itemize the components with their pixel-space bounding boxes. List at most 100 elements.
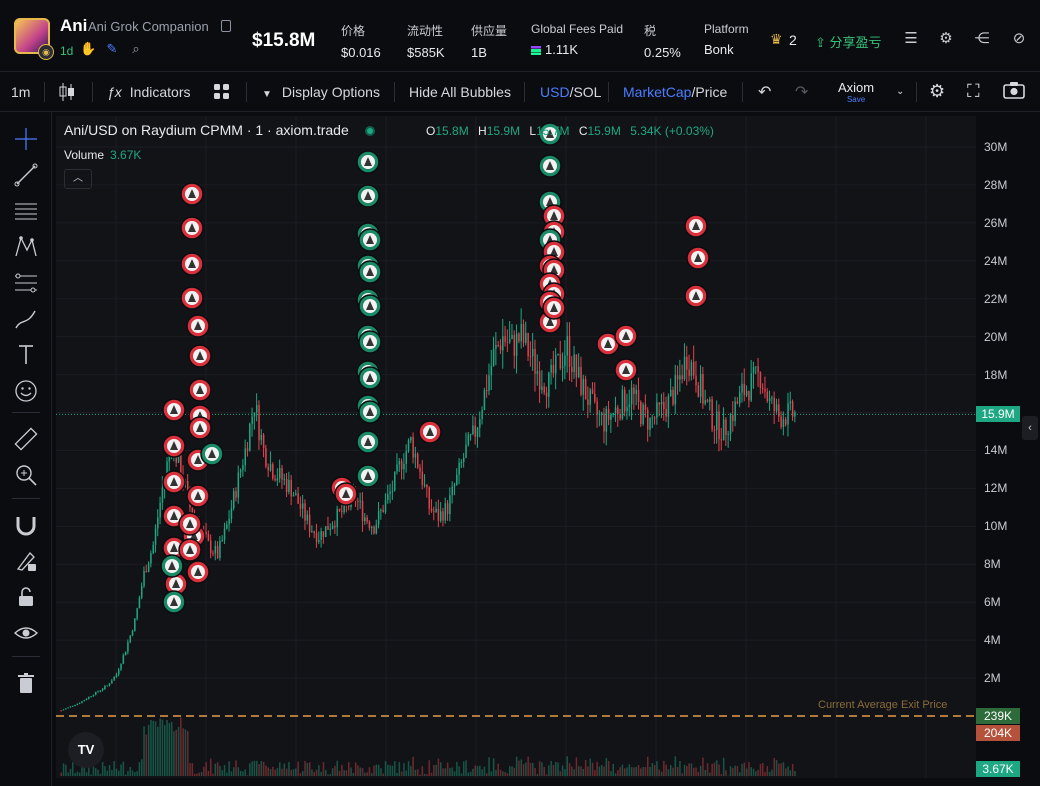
chevron-down-icon[interactable]: ⌄: [896, 86, 905, 97]
sell-bubble[interactable]: [684, 214, 708, 238]
volume-bar: [734, 765, 736, 776]
sell-bubble[interactable]: [180, 252, 204, 276]
sell-bubble[interactable]: [180, 286, 204, 310]
chart-canvas[interactable]: [56, 116, 976, 778]
buy-bubble[interactable]: [358, 294, 382, 318]
lock-drawing-icon[interactable]: [13, 548, 39, 574]
pattern-icon[interactable]: [13, 234, 39, 260]
sell-bubble[interactable]: [614, 358, 638, 382]
buy-bubble[interactable]: [200, 442, 224, 466]
buy-bubble[interactable]: [160, 554, 184, 578]
lock-icon[interactable]: [13, 584, 39, 610]
buy-bubble[interactable]: [162, 590, 186, 614]
sell-bubble[interactable]: [614, 324, 638, 348]
trend-line-icon[interactable]: [13, 162, 39, 188]
buy-bubble[interactable]: [358, 330, 382, 354]
crown-icon[interactable]: ♛: [770, 31, 783, 47]
chart-settings-icon[interactable]: ⚙: [929, 81, 946, 101]
sell-bubble[interactable]: [180, 216, 204, 240]
sell-bubble[interactable]: [186, 560, 210, 584]
buy-bubble[interactable]: [356, 150, 380, 174]
buy-bubble[interactable]: [538, 122, 562, 146]
eye-icon[interactable]: [13, 620, 39, 646]
share-pnl-button[interactable]: ⇪ 分享盈亏: [815, 35, 882, 50]
layouts-icon[interactable]: [213, 83, 231, 104]
sell-bubble[interactable]: [188, 378, 212, 402]
fullscreen-icon[interactable]: ⛶: [967, 81, 980, 101]
sell-bubble[interactable]: [542, 296, 566, 320]
fib-icon[interactable]: [13, 270, 39, 296]
feather-icon[interactable]: ✎: [106, 41, 118, 56]
sell-bubble[interactable]: [162, 434, 186, 458]
collapse-legend-button[interactable]: ︿: [64, 169, 92, 189]
candle: [580, 366, 582, 395]
zoom-in-icon[interactable]: [13, 462, 39, 488]
sell-bubble[interactable]: [684, 284, 708, 308]
volume-bar: [272, 766, 274, 776]
redo-icon[interactable]: ↷: [795, 84, 809, 101]
ruler-icon[interactable]: [13, 426, 39, 452]
metric-toggle[interactable]: MarketCap/Price: [623, 84, 728, 100]
sell-bubble[interactable]: [186, 484, 210, 508]
buy-bubble[interactable]: [356, 464, 380, 488]
magnet-icon[interactable]: [13, 512, 39, 538]
trash-icon[interactable]: [13, 670, 39, 696]
candle: [131, 630, 134, 636]
text-icon[interactable]: [13, 342, 39, 368]
display-options-button[interactable]: ▼ Display Options: [262, 84, 380, 100]
expand-panel-button[interactable]: ‹: [1022, 416, 1038, 440]
buy-bubble[interactable]: [358, 228, 382, 252]
volume-bar: [182, 728, 184, 776]
sell-bubble[interactable]: [178, 538, 202, 562]
buy-bubble[interactable]: [358, 366, 382, 390]
camera-icon[interactable]: [1003, 81, 1025, 102]
sell-bubble[interactable]: [686, 246, 710, 270]
sell-bubble[interactable]: [596, 332, 620, 356]
volume-bar: [775, 760, 778, 776]
sell-bubble[interactable]: [418, 420, 442, 444]
candle-type-icon[interactable]: [59, 82, 75, 105]
copy-icon[interactable]: [221, 20, 231, 32]
settings-icon[interactable]: ⚙: [939, 30, 953, 47]
interval-button[interactable]: 1m: [11, 84, 31, 100]
tradingview-logo[interactable]: TV: [68, 732, 104, 768]
price-tick-label: 12M: [984, 481, 1008, 496]
buy-bubble[interactable]: [358, 260, 382, 284]
hide-icon[interactable]: ⊘: [1012, 30, 1026, 47]
volume-bar: [748, 761, 750, 776]
sell-bubble[interactable]: [186, 314, 210, 338]
search-icon[interactable]: ⌕: [132, 41, 140, 56]
candle: [711, 399, 713, 430]
buy-bubble[interactable]: [358, 400, 382, 424]
sell-bubble[interactable]: [188, 416, 212, 440]
layout-save-button[interactable]: Axiom Save: [838, 80, 875, 104]
buy-bubble[interactable]: [538, 154, 562, 178]
share-icon[interactable]: ⋲: [974, 30, 990, 47]
volume-bar: [619, 767, 621, 776]
list-icon[interactable]: ☰: [904, 30, 918, 47]
sell-bubble[interactable]: [188, 344, 212, 368]
price-axis[interactable]: 30M28M26M24M22M20M18M16M14M12M10M8M6M4M2…: [976, 116, 1020, 778]
sell-bubble[interactable]: [178, 512, 202, 536]
hand-icon[interactable]: ✋: [80, 41, 97, 56]
sell-bubble[interactable]: [162, 398, 186, 422]
hide-bubbles-button[interactable]: Hide All Bubbles: [409, 84, 511, 100]
volume-bar: [755, 771, 757, 776]
emoji-icon[interactable]: [13, 378, 39, 404]
sell-bubble[interactable]: [162, 470, 186, 494]
volume-bar: [628, 764, 631, 776]
undo-icon[interactable]: ↶: [758, 84, 772, 101]
horizontal-lines-icon[interactable]: [13, 198, 39, 224]
time-axis[interactable]: [56, 778, 1020, 786]
indicators-button[interactable]: ƒx Indicators: [107, 84, 191, 100]
sell-bubble[interactable]: [180, 182, 204, 206]
volume-bar: [759, 763, 762, 776]
buy-bubble[interactable]: [356, 184, 380, 208]
sell-bubble[interactable]: [334, 482, 358, 506]
brush-icon[interactable]: [13, 306, 39, 332]
buy-bubble[interactable]: [356, 430, 380, 454]
currency-toggle[interactable]: USD/SOL: [540, 84, 602, 100]
price-chart[interactable]: Ani/USD on Raydium CPMM · 1 · axiom.trad…: [56, 116, 976, 778]
crosshair-icon[interactable]: [13, 126, 39, 152]
token-avatar[interactable]: [14, 18, 50, 54]
